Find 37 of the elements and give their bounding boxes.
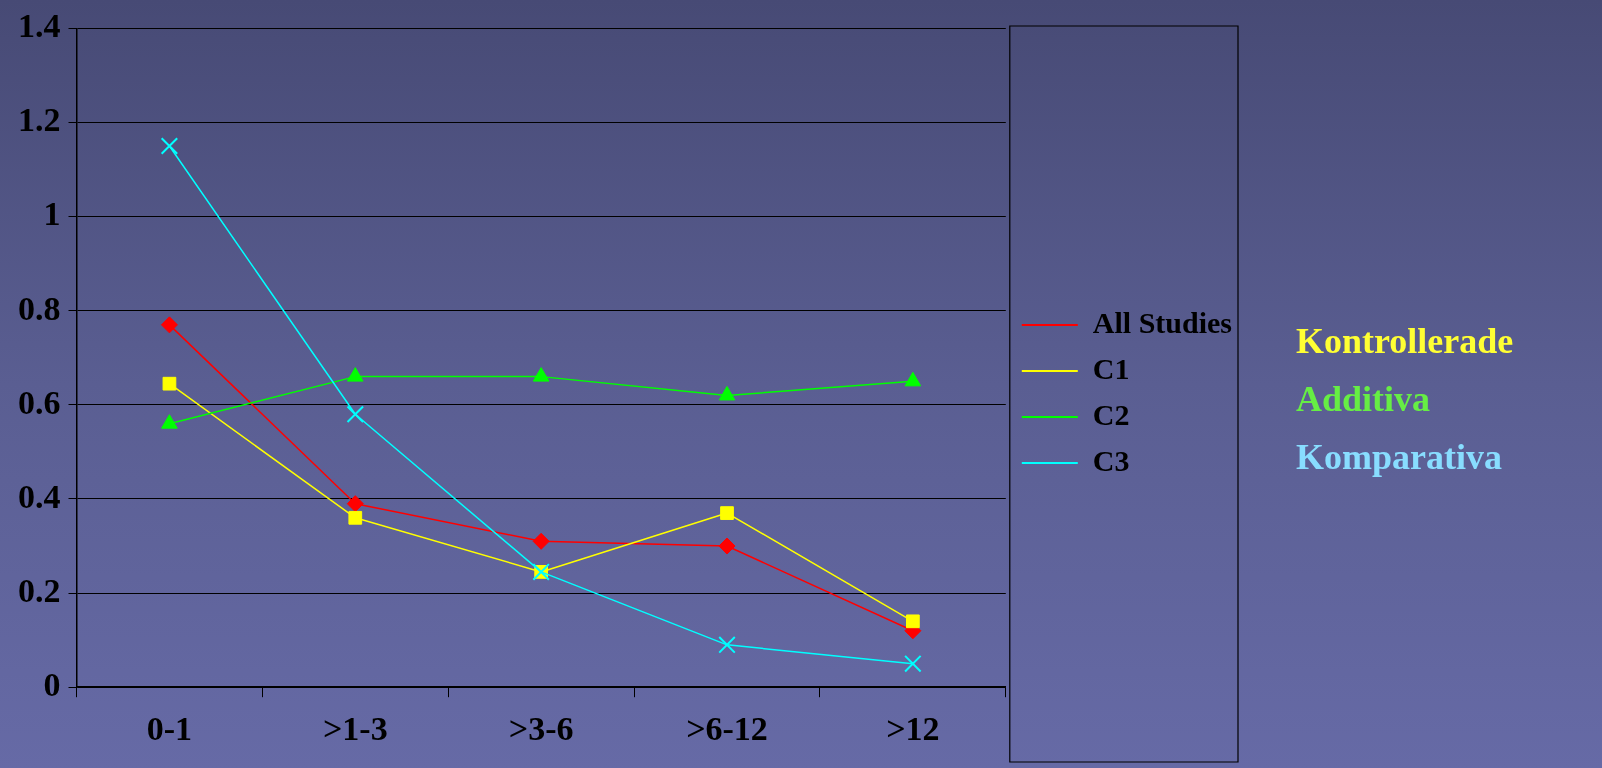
y-tick-label: 0.2 <box>18 571 61 609</box>
point <box>160 137 179 155</box>
legend-label: C1 <box>1092 351 1130 385</box>
y-tick-label: 0.6 <box>18 383 61 421</box>
y-tick-label: 1.2 <box>18 101 61 139</box>
x-tick-label: >12 <box>886 710 940 748</box>
x-tick-label: >3-6 <box>508 710 574 748</box>
y-tick-label: 1 <box>43 195 61 233</box>
point <box>532 532 550 550</box>
point <box>346 405 365 424</box>
point <box>160 316 178 334</box>
y-tick-label: 1.4 <box>18 7 61 45</box>
x-tick-label: >1-3 <box>322 710 388 748</box>
legend-label: C3 <box>1092 443 1130 477</box>
point <box>718 537 736 555</box>
legend-label: C2 <box>1092 397 1130 431</box>
text: Komparativa <box>1296 436 1503 479</box>
point <box>347 367 364 382</box>
x-tick-label: >6-12 <box>686 710 768 748</box>
legend-label: All Studies <box>1092 305 1233 339</box>
point <box>162 376 177 391</box>
y-tick-label: 0.4 <box>18 477 61 515</box>
y-tick-label: 0.8 <box>18 289 61 327</box>
y-tick-label: 0 <box>43 665 61 703</box>
point <box>718 385 736 401</box>
text: Kontrollerade <box>1296 320 1514 363</box>
x-tick-label: 0-1 <box>146 710 193 748</box>
point <box>718 636 736 654</box>
point <box>348 510 363 525</box>
point <box>906 614 920 629</box>
point <box>532 367 550 382</box>
point <box>720 506 734 520</box>
point <box>161 414 178 429</box>
point <box>346 495 364 513</box>
text: Additiva <box>1296 378 1432 421</box>
point <box>904 654 922 673</box>
point <box>904 371 922 387</box>
